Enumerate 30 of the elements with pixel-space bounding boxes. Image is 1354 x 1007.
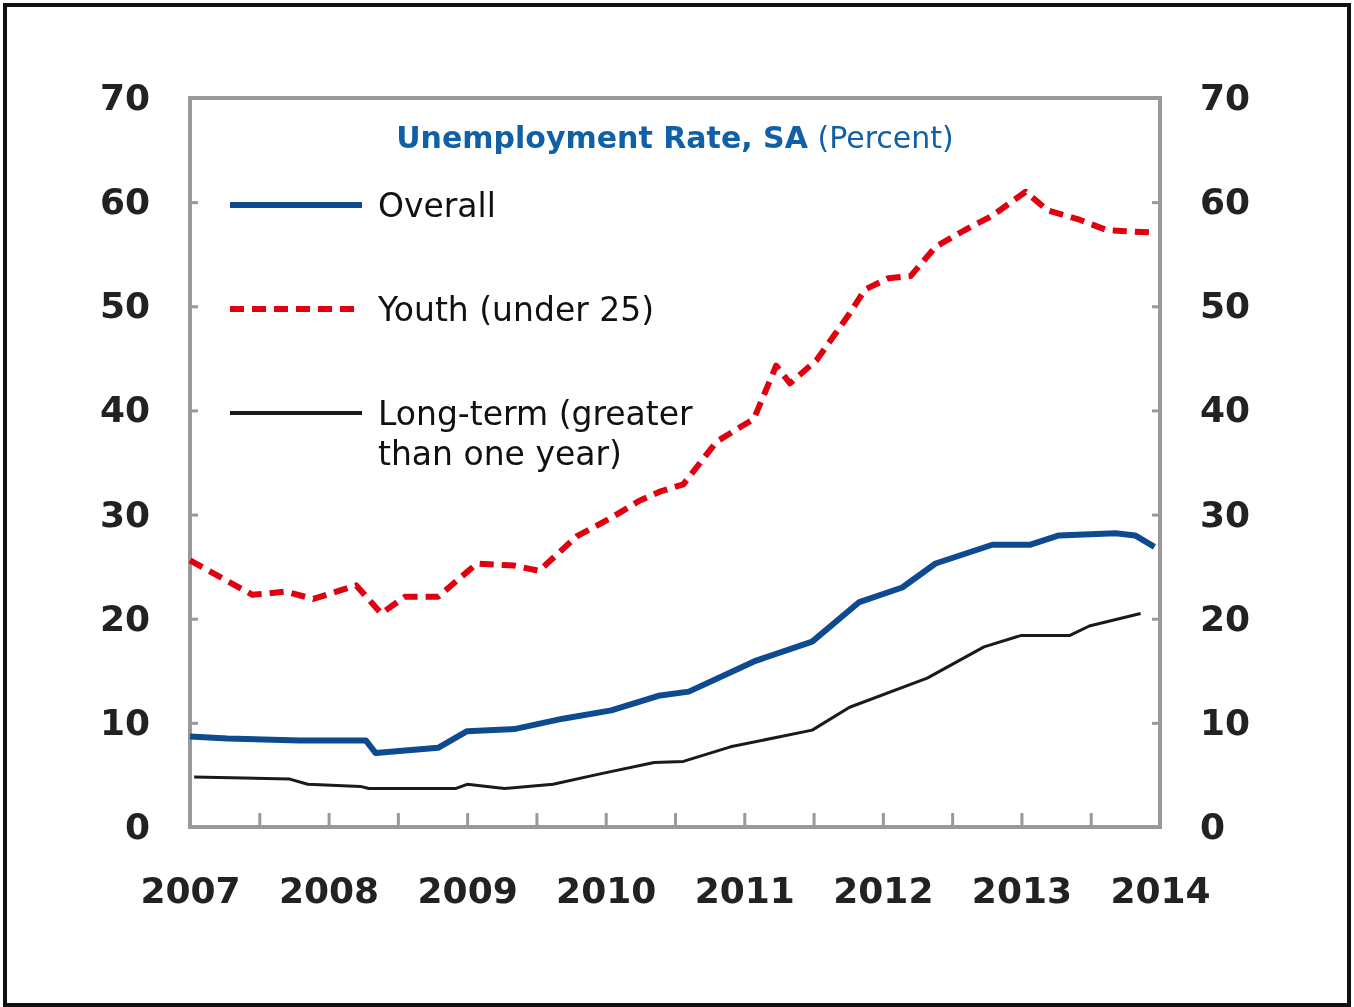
x-tick-label: 2008 (278, 870, 380, 911)
text: Unemployment Rate, SA (396, 120, 809, 155)
y2-tick-label: 10 (1200, 701, 1251, 743)
y2-tick-label: 0 (1200, 806, 1226, 848)
legend-label: Youth (under 25) (377, 290, 655, 329)
text: (Percent) (807, 120, 954, 155)
y-tick-label: 30 (99, 493, 150, 535)
y-tick-label: 20 (99, 597, 150, 639)
y-tick-label: 50 (99, 285, 150, 327)
x-tick-label: 2014 (1110, 870, 1211, 911)
y2-tick-label: 40 (1200, 389, 1251, 431)
y2-tick-label: 30 (1200, 493, 1251, 535)
legend-label: Long-term (greater than one year) (378, 394, 694, 473)
y2-tick-label: 70 (1200, 77, 1251, 119)
x-tick-label: 2013 (971, 870, 1073, 911)
y2-tick-label: 20 (1200, 597, 1251, 639)
x-tick-label: 2010 (556, 870, 657, 911)
y-tick-label: 0 (124, 806, 150, 848)
y-tick-label: 60 (99, 181, 150, 223)
y-tick-label: 10 (99, 701, 150, 743)
x-tick-label: 2009 (417, 870, 518, 911)
line-series (192, 612, 1143, 790)
y2-tick-label: 60 (1200, 181, 1251, 223)
y2-tick-label: 50 (1200, 285, 1251, 327)
legend-label: Overall (378, 186, 496, 225)
x-tick-label: 2012 (833, 870, 934, 911)
x-tick-label: 2011 (694, 870, 795, 911)
y-tick-label: 70 (99, 77, 150, 119)
y-tick-label: 40 (99, 389, 150, 431)
x-tick-label: 2007 (140, 870, 241, 911)
